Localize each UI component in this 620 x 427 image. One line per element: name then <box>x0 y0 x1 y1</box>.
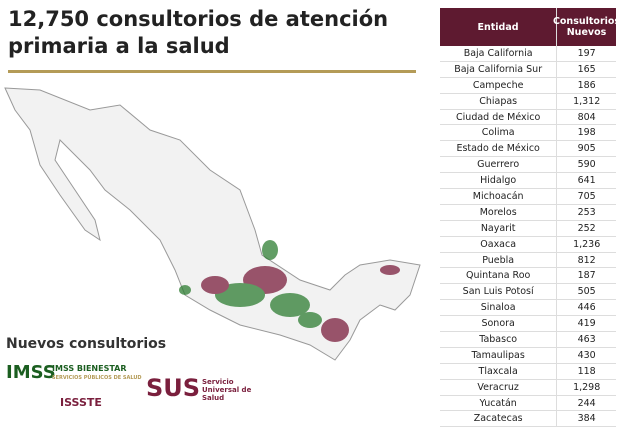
table-row: Michoacán 705 <box>440 189 616 205</box>
table-row: Puebla 812 <box>440 252 616 269</box>
table-header: Entidad Consultorios Nuevos <box>440 8 620 46</box>
country-shape <box>4 87 421 361</box>
table-cell: 1,312 <box>573 95 601 107</box>
table-cell: Baja California <box>440 46 558 61</box>
table-cell: 198 <box>577 127 596 139</box>
table-cell: Nayarit <box>440 220 558 236</box>
logo-sus: SUS <box>146 374 201 402</box>
map <box>4 87 421 361</box>
legend-title: Nuevos consultorios <box>6 336 167 352</box>
table-row: Tabasco 463 <box>440 332 616 348</box>
logo-sus-text: Servicio Universal de Salud <box>202 378 252 402</box>
table-cell: Chiapas <box>440 93 558 109</box>
table-cell: Hidalgo <box>440 173 558 189</box>
table-cell: Quintana Roo <box>440 268 558 284</box>
table-row: Quintana Roo 187 <box>440 268 616 285</box>
logo-subtitle: SERVICIOS PÚBLICOS DE SALUD <box>52 375 142 381</box>
table-cell: Puebla <box>440 252 558 268</box>
table-row: Guerrero 590 <box>440 157 616 174</box>
table-cell: Tlaxcala <box>440 363 558 379</box>
table-cell: 244 <box>577 397 596 409</box>
table-row: Estado de México 905 <box>440 141 616 158</box>
table-row: Yucatán 244 <box>440 395 616 412</box>
table-cell: Yucatán <box>440 395 558 411</box>
table-cell: 186 <box>577 79 596 91</box>
table-row: Baja California Sur 165 <box>440 61 616 78</box>
map-dots <box>179 240 400 342</box>
table-row: Ciudad de México 804 <box>440 109 616 126</box>
table-cell: 253 <box>577 206 596 218</box>
table-cell: 463 <box>577 333 596 345</box>
table-cell: 590 <box>577 159 596 171</box>
table-row: Sinaloa 446 <box>440 300 616 317</box>
table-cell: 384 <box>577 413 596 425</box>
logo-imss: IMSS <box>6 362 56 383</box>
table-cell: Ciudad de México <box>440 109 558 125</box>
table-cell: Estado de México <box>440 141 558 157</box>
table-cell: 1,298 <box>573 381 601 393</box>
table-cell: 446 <box>577 302 596 314</box>
table-row: Baja California 197 <box>440 46 616 62</box>
table-cell: Michoacán <box>440 189 558 204</box>
table-cell: 430 <box>577 349 596 361</box>
table-row: Tamaulipas 430 <box>440 347 616 364</box>
table-cell: Morelos <box>440 204 558 220</box>
table-cell: Tabasco <box>440 332 558 347</box>
table-cell: Guerrero <box>440 157 558 173</box>
table-cell: San Luis Potosí <box>440 284 558 300</box>
header-cell: Entidad <box>440 8 557 46</box>
table-row: Veracruz 1,298 <box>440 379 616 396</box>
table-cell: 905 <box>577 143 596 155</box>
table-cell: 705 <box>577 190 596 202</box>
table-cell: Veracruz <box>440 379 558 395</box>
table-cell: Zacatecas <box>440 411 558 427</box>
table-cell: Sonora <box>440 316 558 332</box>
table-row: Hidalgo 641 <box>440 173 616 190</box>
table-cell: 419 <box>577 318 596 330</box>
table-row: Morelos 253 <box>440 204 616 221</box>
title-rule <box>8 70 416 73</box>
table-row: Nayarit 252 <box>440 220 616 237</box>
table-cell: 118 <box>577 365 596 377</box>
table-row: Oaxaca 1,236 <box>440 236 616 253</box>
table-cell: 165 <box>577 63 596 75</box>
table-row: Tlaxcala 118 <box>440 363 616 380</box>
table-cell: Baja California Sur <box>440 61 558 77</box>
table-cell: 197 <box>577 47 596 59</box>
table-row: Sonora 419 <box>440 316 616 333</box>
table-row: Chiapas 1,312 <box>440 93 616 110</box>
table-cell: 505 <box>577 286 596 298</box>
table-row: Zacatecas 384 <box>440 411 616 427</box>
table-cell: 1,236 <box>573 238 601 250</box>
table-row: San Luis Potosí 505 <box>440 284 616 301</box>
table-cell: 187 <box>577 270 596 282</box>
table: Entidad Consultorios Nuevos Baja Califor… <box>440 8 620 427</box>
slide-title: 12,750 consultorios de atención primaria… <box>8 7 389 58</box>
header-cell: Consultorios Nuevos <box>552 16 620 38</box>
table-cell: Tamaulipas <box>440 347 558 363</box>
table-cell: Oaxaca <box>440 236 558 252</box>
table-cell: 804 <box>577 111 596 123</box>
table-cell: Colima <box>440 125 558 141</box>
table-row: Colima 198 <box>440 125 616 142</box>
table-cell: Campeche <box>440 77 558 93</box>
table-cell: 252 <box>577 222 596 234</box>
logo-issste: ISSSTE <box>60 396 102 409</box>
table-cell: 641 <box>577 175 596 187</box>
table-cell: Sinaloa <box>440 300 558 316</box>
logo-imss-bienestar: IMSS BIENESTAR <box>52 364 127 373</box>
table-cell: 812 <box>577 254 596 266</box>
table-row: Campeche 186 <box>440 77 616 94</box>
